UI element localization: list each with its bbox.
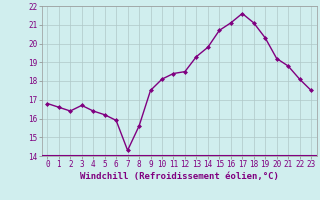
X-axis label: Windchill (Refroidissement éolien,°C): Windchill (Refroidissement éolien,°C): [80, 172, 279, 181]
